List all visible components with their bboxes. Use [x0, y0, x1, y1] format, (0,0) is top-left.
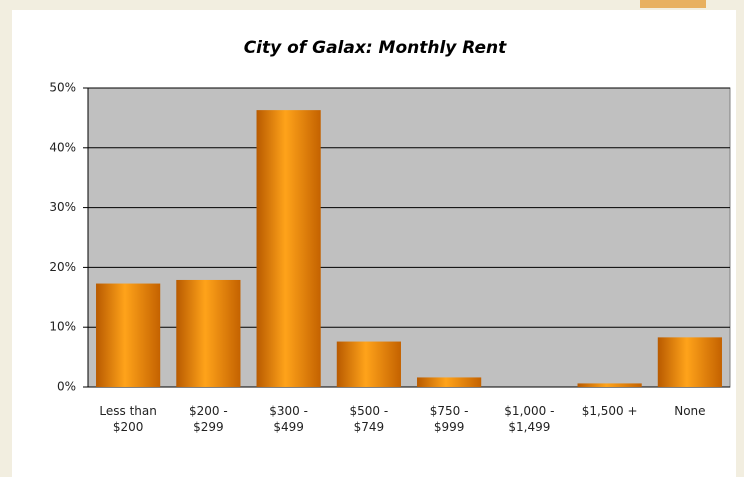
- x-tick-label: $500 - $749: [349, 404, 389, 434]
- x-tick-label: $750 - $999: [429, 404, 469, 434]
- bar: [256, 110, 321, 387]
- decoration: [640, 0, 706, 8]
- y-tick-label: 20%: [49, 260, 76, 274]
- bar: [417, 377, 482, 387]
- chart-title: City of Galax: Monthly Rent: [244, 38, 507, 58]
- x-tick-label: $300 - $499: [269, 404, 308, 434]
- y-tick-label: 30%: [49, 200, 76, 214]
- x-tick-label: $200 - $299: [189, 404, 228, 434]
- y-tick-label: 40%: [49, 140, 76, 154]
- x-tick-label: Less than $200: [99, 404, 157, 434]
- x-tick-label: $1,000 - $1,499: [504, 404, 555, 434]
- bar: [577, 383, 642, 387]
- y-tick-label: 50%: [49, 81, 76, 95]
- y-tick-label: 0%: [57, 380, 76, 394]
- y-tick-label: 10%: [49, 320, 76, 334]
- bar: [96, 283, 161, 387]
- bar: [176, 279, 241, 387]
- x-tick-label: None: [674, 404, 706, 418]
- bar: [336, 341, 401, 387]
- x-tick-label: $1,500 +: [581, 404, 638, 418]
- bar: [657, 337, 722, 387]
